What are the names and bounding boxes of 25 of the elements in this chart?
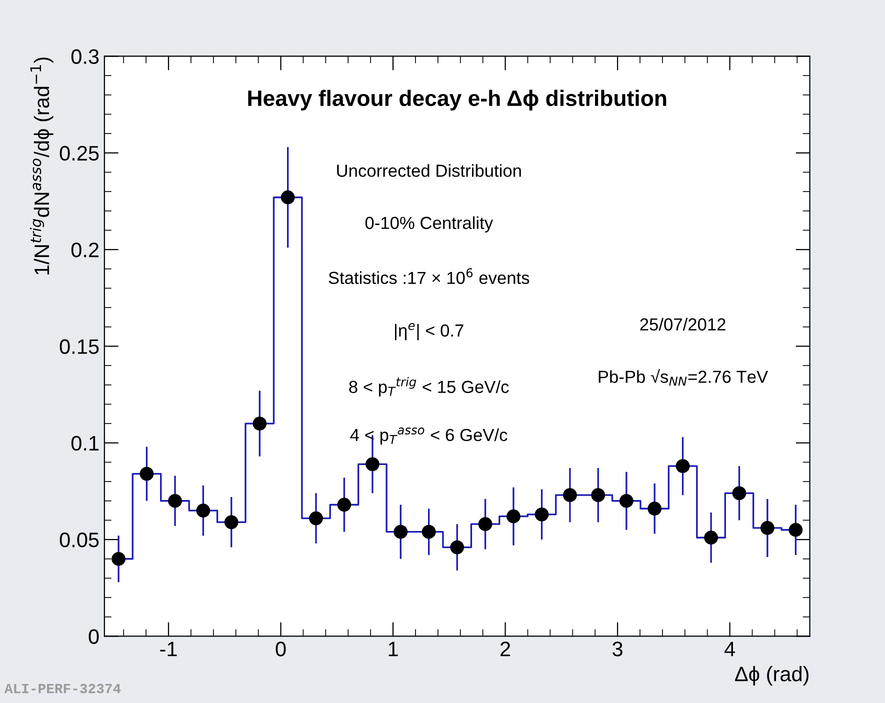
x-axis-title: Δϕ (rad): [735, 666, 808, 686]
annotation: 25/07/2012: [640, 318, 726, 331]
text: Heavy flavour decay e-h Δϕ distribution: [248, 90, 666, 111]
y-tick-label: 0.15: [60, 339, 99, 354]
annotation: 8 < p$_{T}$$^{trig}$ < 15 GeV/c: [349, 377, 509, 396]
y-tick-label: 0.05: [60, 532, 99, 548]
x-tick-label: -1: [160, 642, 177, 656]
annotation: |η$^{e}$| < 0.7: [395, 323, 464, 340]
x-tick-label: 2: [500, 642, 510, 656]
annotation: 0-10% Centrality: [365, 216, 494, 233]
y-tick-label: 0.1: [71, 436, 99, 451]
annotation: 4 < p$_{T}$$^{asso}$ < 6 GeV/c: [350, 428, 508, 445]
text: ALI-PERF-32374: [4, 684, 121, 694]
x-tick-label: 4: [724, 642, 735, 656]
annotation: Uncorrected Distribution: [337, 164, 521, 177]
y-tick-label: 0.2: [71, 242, 99, 258]
x-tick-label: 1: [388, 642, 398, 656]
y-tick-label: 0.3: [71, 49, 99, 64]
annotation: Statistics :17 × 10$^{6}$ events: [328, 268, 530, 284]
annotation: Pb-Pb √s$_{NN}$=2.76 TeV: [598, 369, 768, 386]
y-tick-label: 0: [88, 629, 99, 644]
x-tick-label: 3: [612, 642, 622, 656]
y-tick-label: 0.25: [60, 146, 99, 161]
y-axis-title: 1/N$^{trig}$dN$^{asso}$/dϕ (rad$^{−1}$): [30, 58, 54, 274]
x-tick-label: 0: [276, 642, 286, 656]
